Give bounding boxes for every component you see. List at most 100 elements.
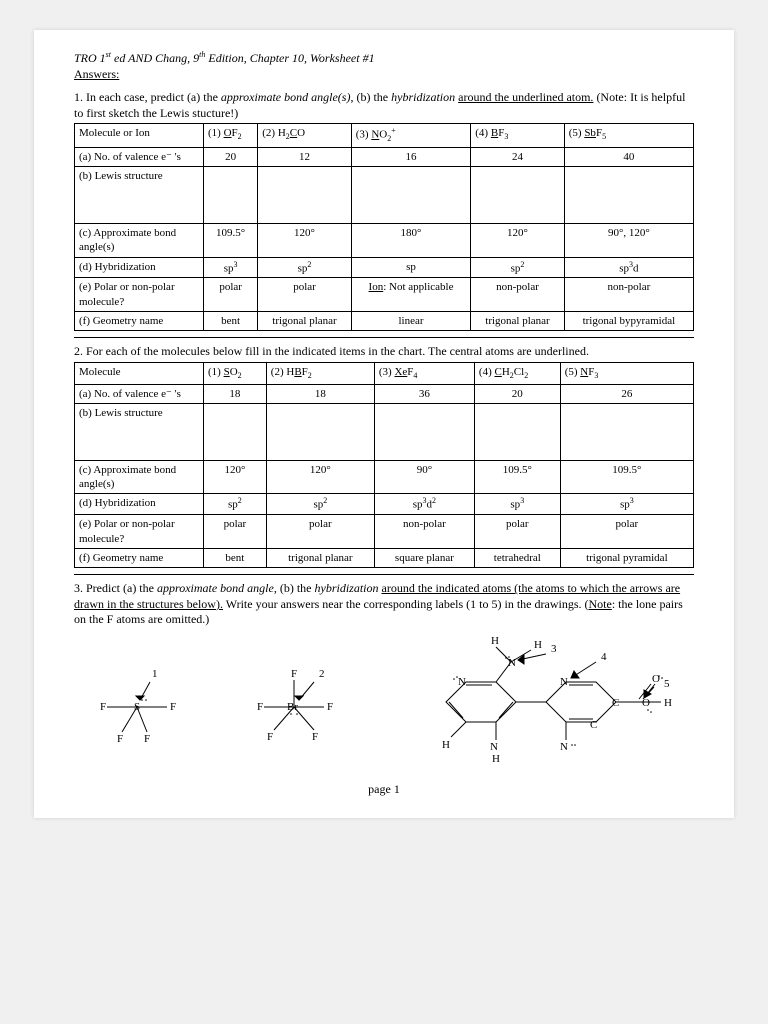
- cell: polar: [258, 278, 351, 312]
- row-label: (f) Geometry name: [75, 312, 204, 331]
- cell: [560, 403, 693, 460]
- table-row: (c) Approximate bond angle(s) 120° 120° …: [75, 460, 694, 494]
- cell: [266, 403, 374, 460]
- cell: 180°: [351, 223, 471, 257]
- col-header: (5) NF3: [560, 362, 693, 384]
- svg-text:F: F: [312, 731, 318, 743]
- cell: non-polar: [374, 515, 474, 549]
- cell: 120°: [266, 460, 374, 494]
- cell: sp3d2: [374, 494, 474, 515]
- cell: trigonal planar: [258, 312, 351, 331]
- cell: 18: [204, 384, 267, 403]
- cell: 120°: [258, 223, 351, 257]
- cell: trigonal pyramidal: [560, 548, 693, 567]
- table-q2: Molecule (1) SO2 (2) HBF2 (3) XeF4 (4) C…: [74, 362, 694, 568]
- cell: trigonal planar: [266, 548, 374, 567]
- separator: [74, 574, 694, 575]
- structure-345-svg: H H N N H N H N N C C O O H 3 4 5: [396, 632, 676, 782]
- cell: sp2: [204, 494, 267, 515]
- row-label: (d) Hybridization: [75, 494, 204, 515]
- question-3-text: 3. Predict (a) the approximate bond angl…: [74, 581, 694, 628]
- table-row: (b) Lewis structure: [75, 403, 694, 460]
- cell: 16: [351, 147, 471, 166]
- svg-text:5: 5: [664, 678, 670, 690]
- cell: non-polar: [564, 278, 693, 312]
- col-header: (1) SO2: [204, 362, 267, 384]
- cell: 109.5°: [204, 223, 258, 257]
- cell: square planar: [374, 548, 474, 567]
- cell: [204, 166, 258, 223]
- row-label: (d) Hybridization: [75, 257, 204, 278]
- svg-text:2: 2: [319, 668, 325, 680]
- cell: polar: [474, 515, 560, 549]
- cell: sp3: [474, 494, 560, 515]
- worksheet-page: TRO 1st ed AND Chang, 9th Edition, Chapt…: [34, 30, 734, 818]
- table-row: (b) Lewis structure: [75, 166, 694, 223]
- row-label: (e) Polar or non-polar molecule?: [75, 515, 204, 549]
- svg-text:F: F: [257, 701, 263, 713]
- cell: Ion: Not applicable: [351, 278, 471, 312]
- table-row: (a) No. of valence e⁻ 's 18 18 36 20 26: [75, 384, 694, 403]
- col-header: (3) NO2+: [351, 124, 471, 147]
- svg-text:H: H: [492, 753, 500, 765]
- svg-text:N: N: [458, 676, 466, 688]
- cell: polar: [560, 515, 693, 549]
- svg-text:O: O: [642, 697, 650, 709]
- cell: linear: [351, 312, 471, 331]
- cell: sp2: [471, 257, 564, 278]
- svg-text:F: F: [291, 668, 297, 680]
- structure-2-svg: Br F F F F F 2: [239, 652, 359, 762]
- cell: 120°: [471, 223, 564, 257]
- row-label: (e) Polar or non-polar molecule?: [75, 278, 204, 312]
- col-header: (2) HBF2: [266, 362, 374, 384]
- cell: polar: [204, 278, 258, 312]
- table-row: (d) Hybridization sp2 sp2 sp3d2 sp3 sp3: [75, 494, 694, 515]
- svg-text:H: H: [491, 635, 499, 647]
- cell: [474, 403, 560, 460]
- structure-1-svg: S F F F F 1: [92, 652, 202, 762]
- question-2-text: 2. For each of the molecules below fill …: [74, 344, 694, 360]
- header-block: TRO 1st ed AND Chang, 9th Edition, Chapt…: [74, 50, 694, 82]
- col-header: (1) OF2: [204, 124, 258, 147]
- cell: 20: [474, 384, 560, 403]
- row-label: (c) Approximate bond angle(s): [75, 460, 204, 494]
- cell: 90°: [374, 460, 474, 494]
- svg-text:F: F: [170, 701, 176, 713]
- cell: trigonal planar: [471, 312, 564, 331]
- cell: [351, 166, 471, 223]
- table-row: Molecule or Ion (1) OF2 (2) H2CO (3) NO2…: [75, 124, 694, 147]
- cell: trigonal bypyramidal: [564, 312, 693, 331]
- svg-text:3: 3: [551, 643, 557, 655]
- table-row: (c) Approximate bond angle(s) 109.5° 120…: [75, 223, 694, 257]
- svg-text:N: N: [490, 741, 498, 753]
- cell: polar: [266, 515, 374, 549]
- table-row: (f) Geometry name bent trigonal planar l…: [75, 312, 694, 331]
- cell: 109.5°: [560, 460, 693, 494]
- row-label: (f) Geometry name: [75, 548, 204, 567]
- cell: [204, 403, 267, 460]
- cell: 24: [471, 147, 564, 166]
- cell: sp2: [258, 257, 351, 278]
- col-header: (4) CH2Cl2: [474, 362, 560, 384]
- cell: 36: [374, 384, 474, 403]
- answers-label: Answers:: [74, 67, 119, 81]
- cell: sp2: [266, 494, 374, 515]
- col-header: (2) H2CO: [258, 124, 351, 147]
- structure-diagrams: S F F F F 1 Br F F: [74, 642, 694, 772]
- svg-text:Br: Br: [287, 701, 298, 713]
- row-label: (a) No. of valence e⁻ 's: [75, 147, 204, 166]
- svg-text:H: H: [664, 697, 672, 709]
- svg-text:S: S: [134, 701, 140, 713]
- cell: 90°, 120°: [564, 223, 693, 257]
- cell: 12: [258, 147, 351, 166]
- svg-text:F: F: [144, 733, 150, 745]
- separator: [74, 337, 694, 338]
- row-header: Molecule: [75, 362, 204, 384]
- cell: tetrahedral: [474, 548, 560, 567]
- svg-text:N: N: [560, 676, 568, 688]
- row-label: (b) Lewis structure: [75, 403, 204, 460]
- row-label: (c) Approximate bond angle(s): [75, 223, 204, 257]
- svg-text:N: N: [508, 657, 516, 669]
- table-row: (e) Polar or non-polar molecule? polar p…: [75, 515, 694, 549]
- svg-text:4: 4: [601, 651, 607, 663]
